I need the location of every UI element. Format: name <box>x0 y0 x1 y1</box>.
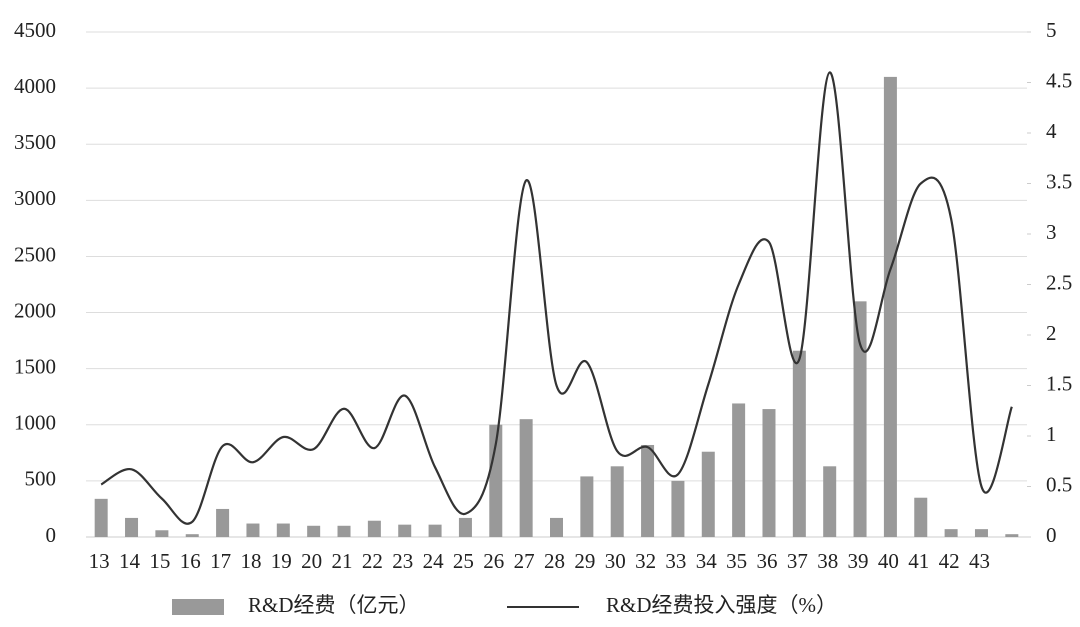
x-tick-label: 33 <box>665 549 686 573</box>
y-tick-label: 4500 <box>14 18 56 42</box>
line <box>100 71 1013 525</box>
y2-tick-label: 1.5 <box>1046 371 1072 395</box>
x-tick-label: 13 <box>89 549 110 573</box>
x-tick-label: 35 <box>726 549 747 573</box>
y2-tick-label: 3 <box>1046 220 1057 244</box>
y2-tick-label: 2.5 <box>1046 270 1072 294</box>
x-tick-label: 41 <box>908 549 929 573</box>
x-tick-label: 23 <box>392 549 413 573</box>
bar <box>792 350 806 537</box>
x-tick-label: 42 <box>939 549 960 573</box>
bar <box>489 424 503 537</box>
x-tick-label: 27 <box>514 549 535 573</box>
bar <box>671 480 685 537</box>
bar <box>337 525 351 537</box>
legend-label: R&D经费投入强度（%） <box>606 593 837 617</box>
y-tick-label: 2500 <box>14 242 56 266</box>
x-tick-label: 29 <box>574 549 595 573</box>
bar <box>974 529 988 537</box>
bar <box>367 520 381 537</box>
x-tick-label: 21 <box>332 549 353 573</box>
y-tick-label: 1000 <box>14 411 56 435</box>
x-tick-label: 18 <box>240 549 261 573</box>
y2-tick-label: 4 <box>1046 119 1057 143</box>
bar <box>944 529 958 537</box>
y-tick-label: 3500 <box>14 130 56 154</box>
bar <box>883 76 897 537</box>
y2-tick-label: 3.5 <box>1046 169 1072 193</box>
x-tick-label: 26 <box>483 549 504 573</box>
bar <box>307 525 321 537</box>
y-tick-label: 3000 <box>14 186 56 210</box>
y2-tick-label: 5 <box>1046 18 1057 42</box>
bar <box>853 301 867 537</box>
bar <box>580 476 594 537</box>
bar <box>398 524 412 537</box>
x-tick-label: 38 <box>817 549 838 573</box>
x-tick-label: 20 <box>301 549 322 573</box>
bar <box>185 534 199 537</box>
y-tick-label: 1500 <box>14 354 56 378</box>
x-tick-label: 32 <box>635 549 656 573</box>
bar <box>94 498 108 537</box>
x-tick-label: 43 <box>969 549 990 573</box>
y2-tick-label: 0 <box>1046 523 1057 547</box>
bar <box>823 466 837 537</box>
x-tick-label: 14 <box>119 549 141 573</box>
bar <box>914 497 928 537</box>
bar <box>701 451 715 537</box>
bar <box>762 409 776 537</box>
x-tick-label: 17 <box>210 549 231 573</box>
x-tick-label: 36 <box>756 549 777 573</box>
bar <box>550 517 563 537</box>
bar <box>125 517 139 537</box>
x-tick-label: 19 <box>271 549 292 573</box>
x-tick-label: 28 <box>544 549 565 573</box>
x-tick-label: 15 <box>149 549 170 573</box>
bar <box>246 523 260 537</box>
bar <box>155 530 169 537</box>
x-tick-label: 25 <box>453 549 474 573</box>
y-tick-label: 0 <box>46 523 57 547</box>
legend-label: R&D经费（亿元） <box>248 593 420 617</box>
x-tick-label: 40 <box>878 549 899 573</box>
x-tick-label: 34 <box>696 549 718 573</box>
y-tick-label: 2000 <box>14 298 56 322</box>
x-tick-label: 22 <box>362 549 383 573</box>
y-tick-label: 500 <box>25 467 57 491</box>
bar <box>610 466 624 537</box>
x-tick-label: 30 <box>605 549 626 573</box>
x-tick-label: 37 <box>787 549 808 573</box>
y2-tick-label: 4.5 <box>1046 68 1072 92</box>
bar <box>1005 534 1019 537</box>
y2-tick-label: 1 <box>1046 422 1057 446</box>
y2-tick-label: 2 <box>1046 321 1057 345</box>
x-tick-label: 16 <box>180 549 201 573</box>
bar <box>276 523 290 537</box>
bar <box>732 403 746 537</box>
bar <box>428 524 442 537</box>
bar <box>641 444 655 537</box>
bar <box>519 419 533 537</box>
legend-swatch <box>172 599 224 615</box>
bar <box>458 517 472 537</box>
y-tick-label: 4000 <box>14 74 56 98</box>
x-tick-label: 24 <box>423 549 445 573</box>
y2-tick-label: 0.5 <box>1046 472 1072 496</box>
x-tick-label: 39 <box>848 549 869 573</box>
bar <box>216 508 230 537</box>
